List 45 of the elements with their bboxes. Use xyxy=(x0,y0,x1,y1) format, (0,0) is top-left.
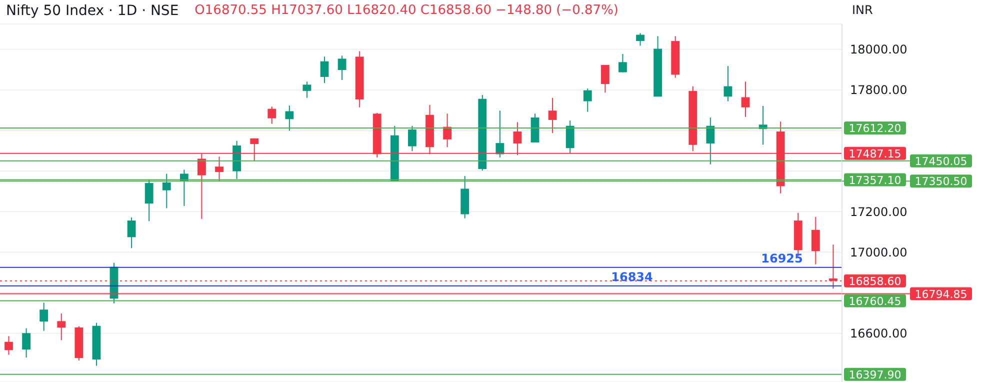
candlestick xyxy=(811,216,820,265)
y-axis-title: INR xyxy=(852,3,873,17)
candlestick xyxy=(338,55,346,80)
candlestick xyxy=(320,56,329,84)
y-tick-label: 17200.00 xyxy=(850,204,908,219)
ref-line-label: 16397.90 xyxy=(848,368,902,382)
ref-line-label: 16858.60 xyxy=(848,274,902,288)
candlestick xyxy=(162,173,171,209)
y-tick-label: 16600.00 xyxy=(850,326,908,341)
candlestick xyxy=(268,106,276,124)
candlestick xyxy=(618,54,627,73)
candlestick xyxy=(144,179,154,222)
candlestick xyxy=(548,97,557,134)
y-tick-label: 17000.00 xyxy=(850,245,908,260)
ref-line-label: 17487.15 xyxy=(848,147,902,160)
candlestick xyxy=(443,113,452,148)
candlestick xyxy=(706,117,715,165)
ref-line-label: 17357.10 xyxy=(848,174,902,187)
ref-line-label: 17450.05 xyxy=(914,154,968,168)
candlestick xyxy=(583,88,592,112)
candlestick xyxy=(600,64,610,94)
candlestick xyxy=(57,312,66,341)
candlestick xyxy=(566,120,574,154)
y-tick-label: 18000.00 xyxy=(850,42,908,57)
candlestick xyxy=(127,217,136,249)
candlestick xyxy=(408,125,416,152)
annotation: 16925 xyxy=(761,251,803,266)
chart-title: Nifty 50 Index · 1D · NSE xyxy=(6,3,179,19)
candlestick xyxy=(22,328,30,358)
chart-subtitle: O16870.55 H17037.60 L16820.40 C16858.60 −148.80 (−0.87%) xyxy=(194,3,618,19)
candlestick xyxy=(215,156,224,182)
ref-line-label: 17612.20 xyxy=(848,122,902,136)
candlestick xyxy=(302,81,312,98)
candlestick xyxy=(40,302,48,332)
ref-line-label: 17350.50 xyxy=(914,175,968,188)
ref-line-label: 16760.45 xyxy=(848,294,902,308)
ref-line-label: 16794.85 xyxy=(914,288,968,301)
candlestick xyxy=(285,105,294,132)
y-tick-label: 17800.00 xyxy=(850,83,908,98)
candlestick xyxy=(724,65,732,102)
candlestick xyxy=(4,336,13,356)
candlestick xyxy=(636,32,644,46)
candlestick xyxy=(741,81,750,118)
annotation: 16834 xyxy=(611,270,653,284)
candlestick xyxy=(496,110,504,158)
